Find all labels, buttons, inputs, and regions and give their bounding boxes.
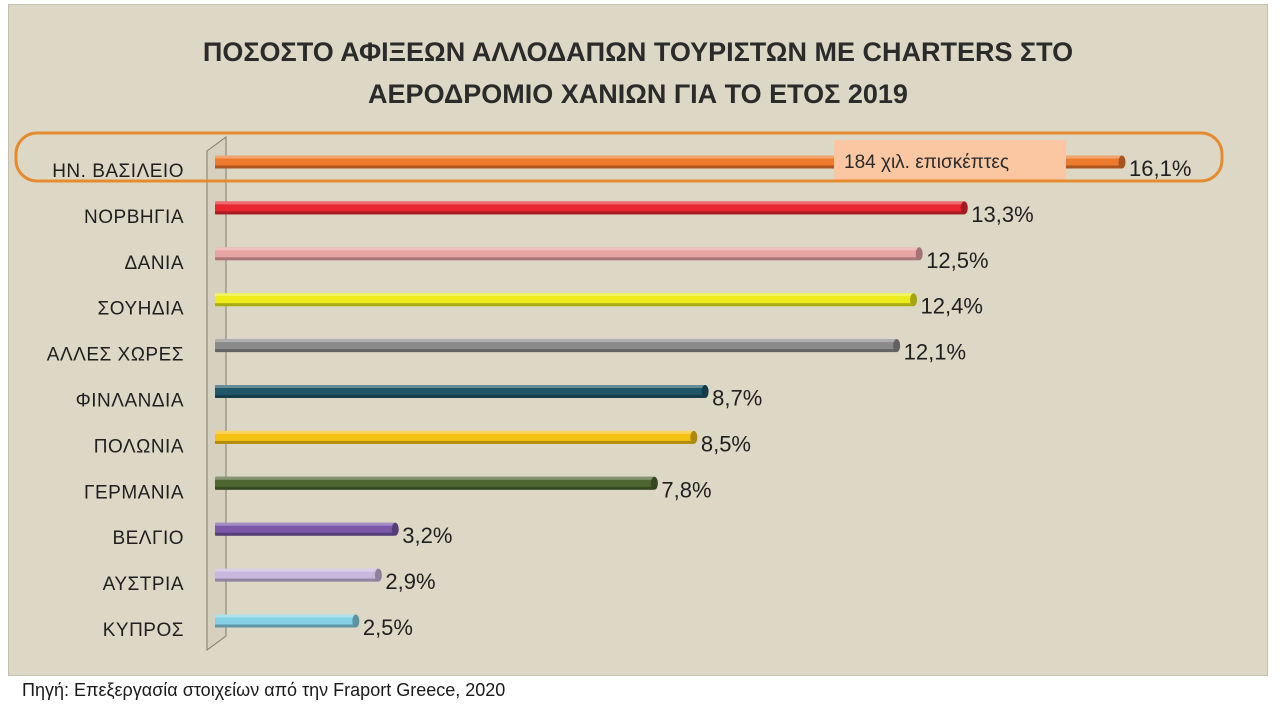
bar-highlight xyxy=(215,339,897,343)
value-label: 13,3% xyxy=(971,202,1033,227)
bar-highlight xyxy=(215,385,706,388)
category-label: ΣΟΥΗΔΙΑ xyxy=(98,299,184,320)
bar-highlight xyxy=(215,201,965,205)
bar-end-cap xyxy=(915,247,923,261)
bar-highlight xyxy=(215,568,379,572)
bar-end-cap xyxy=(893,339,901,353)
value-label: 2,5% xyxy=(363,615,413,640)
highlight-outline xyxy=(14,131,1224,183)
bar xyxy=(215,568,379,582)
value-label: 2,9% xyxy=(385,569,435,594)
category-label: ΓΕΡΜΑΝΙΑ xyxy=(84,482,184,503)
bar-highlight xyxy=(215,430,694,434)
bar-shadow xyxy=(215,211,965,215)
bar-shadow xyxy=(215,440,694,444)
bar-shadow xyxy=(215,578,379,582)
bar-end-cap xyxy=(374,568,382,582)
bar-shadow xyxy=(215,486,655,490)
annotation-box xyxy=(834,140,1066,181)
value-label: 8,7% xyxy=(712,386,762,411)
bar-shadow xyxy=(215,395,706,398)
category-label: ΦΙΝΛΑΝΔΙΑ xyxy=(76,391,184,412)
chart-title-line-2: ΑΕΡΟΔΡΟΜΙΟ ΧΑΝΙΩΝ ΓΙΑ ΤΟ ΕΤΟΣ 2019 xyxy=(368,79,908,109)
bar-end-cap xyxy=(352,614,360,628)
bar-end-cap xyxy=(701,385,709,398)
bar xyxy=(215,430,694,444)
value-label: 16,1% xyxy=(1129,156,1191,181)
bar xyxy=(215,293,914,307)
value-label: 12,1% xyxy=(904,340,966,365)
source-note: Πηγή: Επεξεργασία στοιχείων από την Frap… xyxy=(22,680,506,700)
bar-end-cap xyxy=(960,201,968,215)
value-label: 12,5% xyxy=(926,248,988,273)
category-label: ΠΟΛΩΝΙΑ xyxy=(94,436,184,457)
bar xyxy=(215,201,965,215)
value-label: 8,5% xyxy=(701,431,751,456)
category-label: ΑΛΛΕΣ ΧΩΡΕΣ xyxy=(47,345,184,366)
bar-shadow xyxy=(215,624,356,628)
bar-highlight xyxy=(215,614,356,618)
bar-highlight xyxy=(215,247,920,251)
category-label: ΚΥΠΡΟΣ xyxy=(103,620,184,641)
bar-shadow xyxy=(215,165,1122,169)
bar-shadow xyxy=(215,257,920,261)
bar-end-cap xyxy=(1118,155,1126,169)
category-label: ΗΝ. ΒΑΣΙΛΕΙΟ xyxy=(52,161,184,182)
bar-shadow xyxy=(215,349,897,353)
value-label: 3,2% xyxy=(402,523,452,548)
bar-shadow xyxy=(215,532,396,536)
bar-highlight xyxy=(215,476,655,480)
bar xyxy=(215,385,706,398)
chart-title: ΠΟΣΟΣΤΟ ΑΦΙΞΕΩΝ ΑΛΛΟΔΑΠΩΝ ΤΟΥΡΙΣΤΩΝ ΜΕ C… xyxy=(9,31,1267,115)
annotation-text: 184 χιλ. επισκέπτες xyxy=(844,152,1009,173)
bar-shadow xyxy=(215,303,914,307)
bar xyxy=(215,247,920,261)
category-label: ΑΥΣΤΡΙΑ xyxy=(103,574,184,595)
category-label: ΒΕΛΓΙΟ xyxy=(112,528,184,549)
bar xyxy=(215,339,897,353)
bar-end-cap xyxy=(690,430,698,444)
bar-end-cap xyxy=(391,522,399,536)
bar-end-cap xyxy=(910,293,918,307)
bar xyxy=(215,614,356,628)
category-label: ΝΟΡΒΗΓΙΑ xyxy=(84,207,184,228)
category-label: ΔΑΝΙΑ xyxy=(124,253,184,274)
chart-title-line-1: ΠΟΣΟΣΤΟ ΑΦΙΞΕΩΝ ΑΛΛΟΔΑΠΩΝ ΤΟΥΡΙΣΤΩΝ ΜΕ C… xyxy=(202,37,1074,67)
bar-highlight xyxy=(215,522,396,526)
bar xyxy=(215,476,655,490)
value-label: 12,4% xyxy=(921,294,983,319)
value-label: 7,8% xyxy=(661,477,711,502)
bar-end-cap xyxy=(650,476,658,490)
bar-highlight xyxy=(215,155,1122,159)
bar xyxy=(215,522,396,536)
bar-highlight xyxy=(215,293,914,297)
